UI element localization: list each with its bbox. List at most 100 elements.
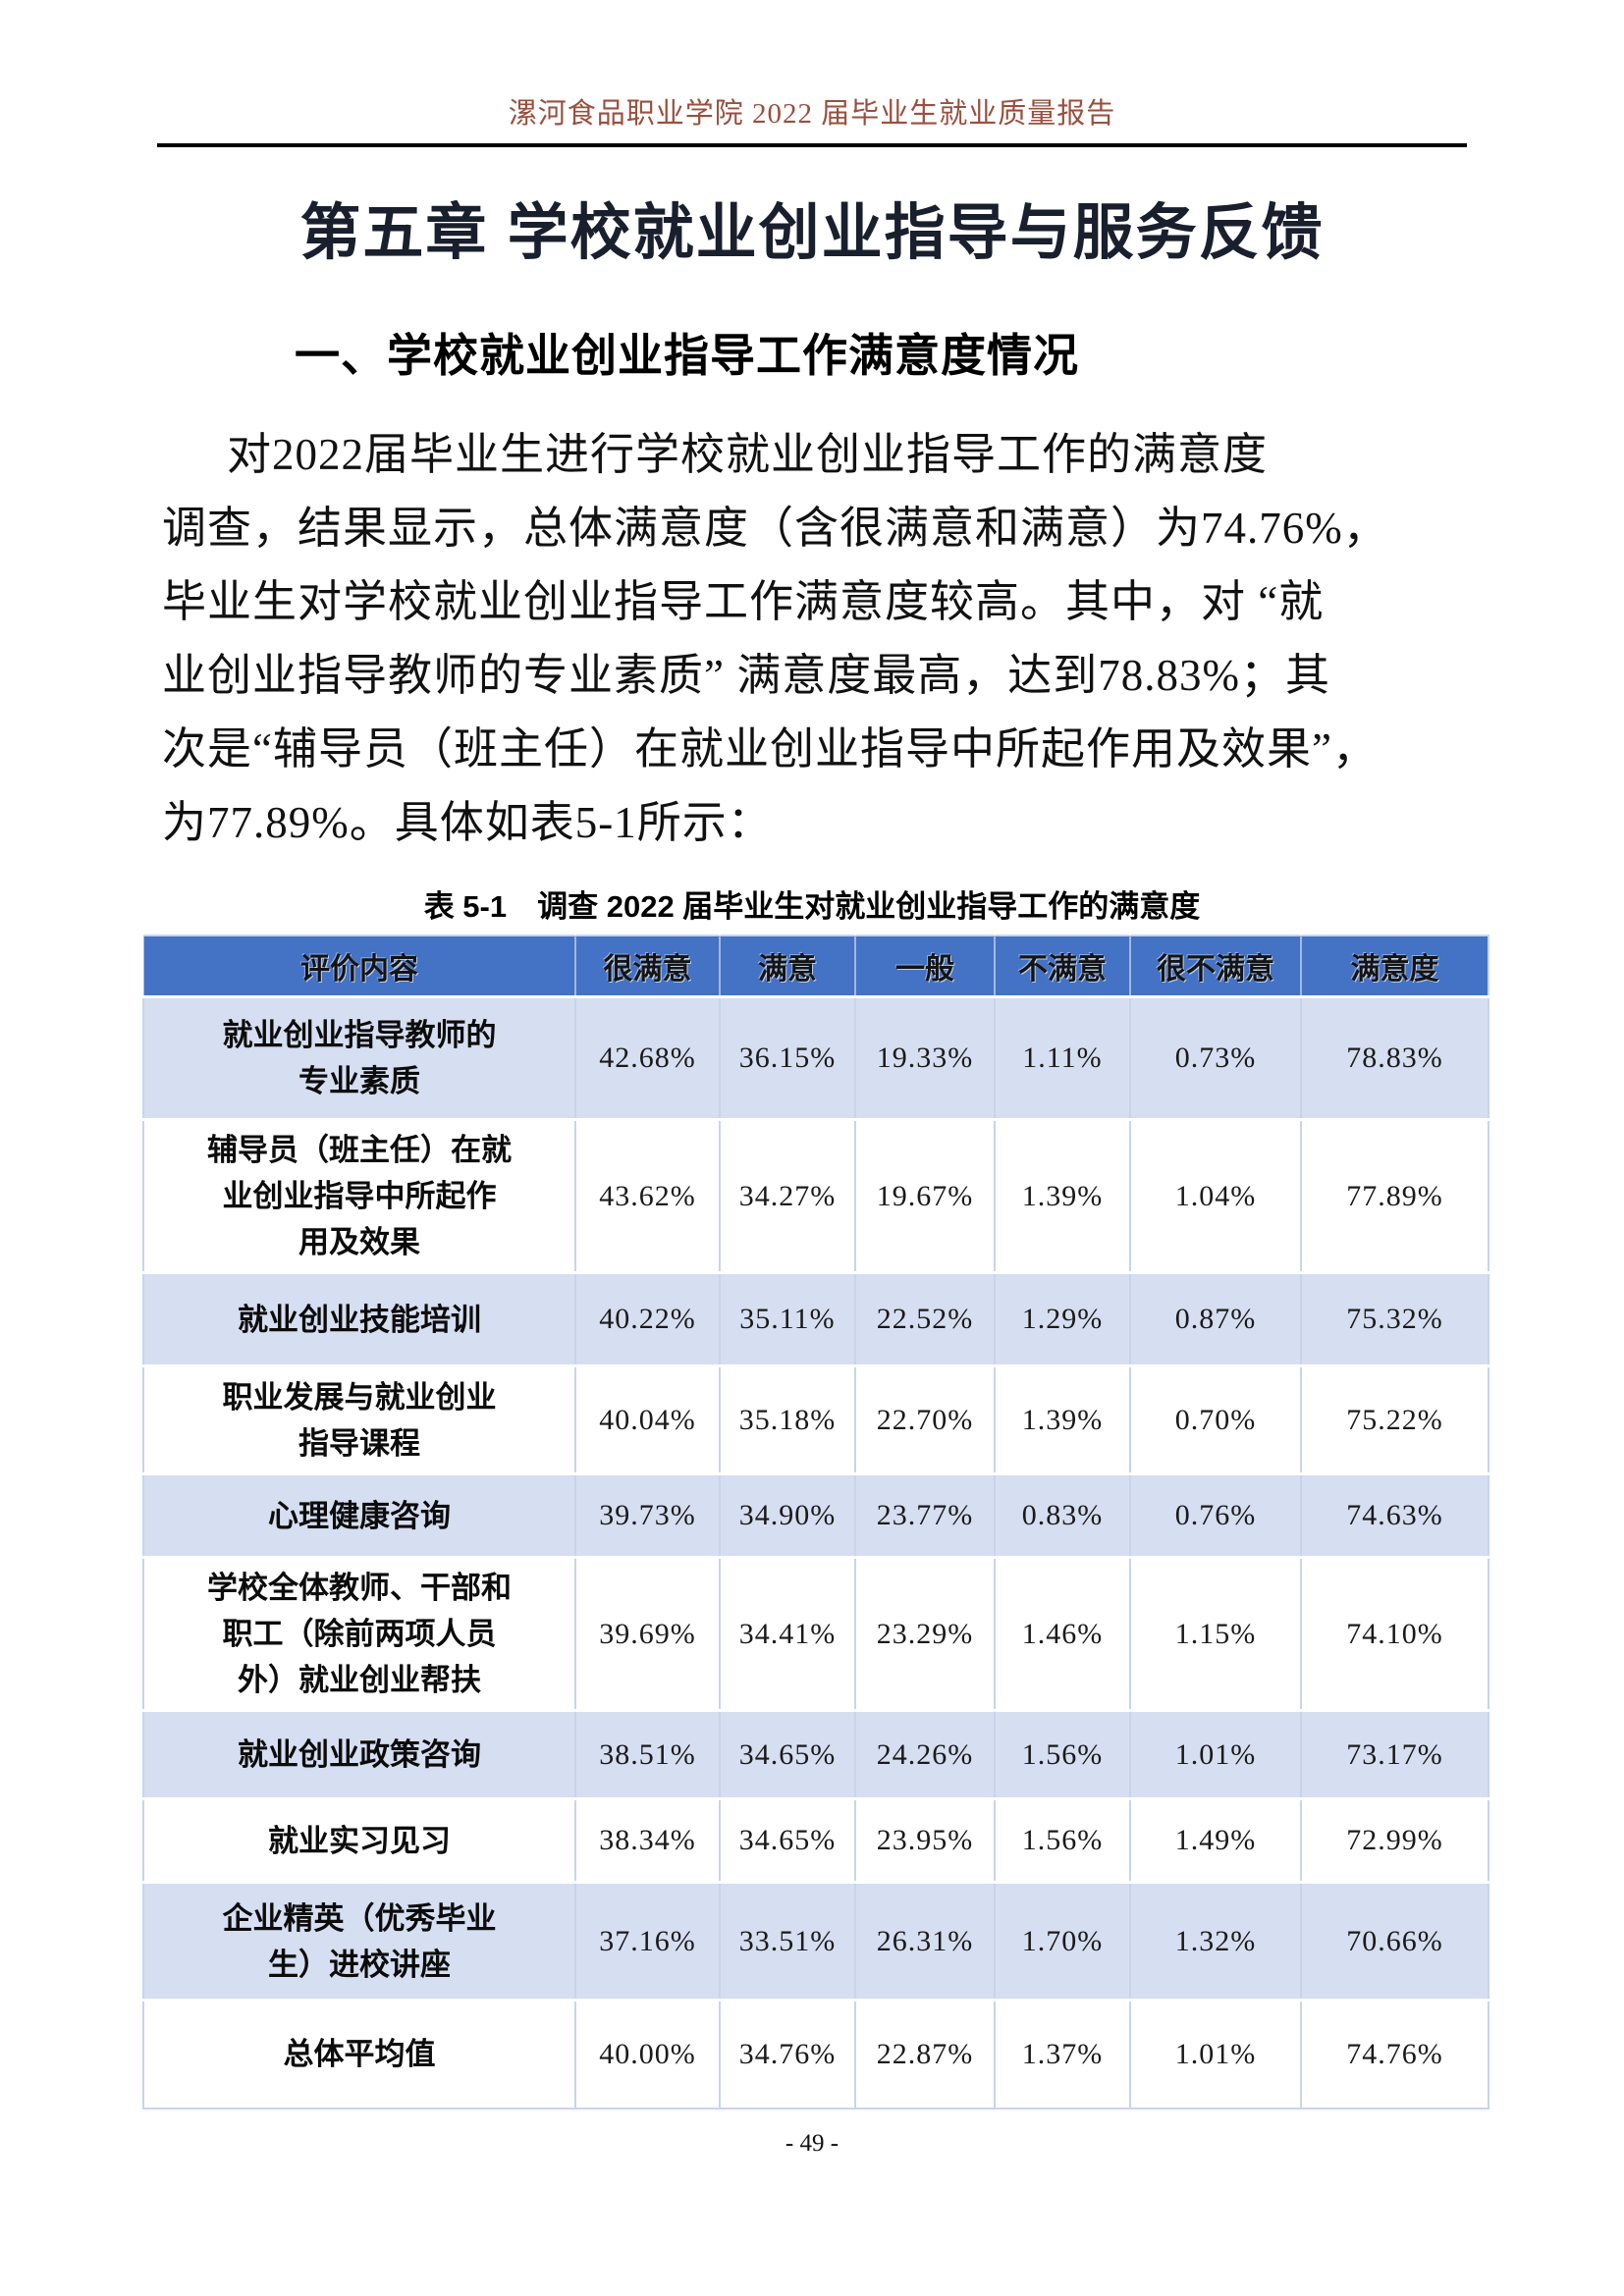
- table-row: 企业精英（优秀毕业 生）进校讲座 37.16% 33.51% 26.31% 1.…: [142, 1881, 1489, 2001]
- cell-value: 74.10%: [1300, 1556, 1489, 1711]
- column-header-satisfaction-rate: 满意度: [1300, 935, 1489, 998]
- column-header-content: 评价内容: [142, 935, 575, 998]
- cell-value: 0.83%: [994, 1472, 1130, 1558]
- cell-value: 22.52%: [854, 1271, 995, 1366]
- table-row: 就业创业政策咨询 38.51% 34.65% 24.26% 1.56% 1.01…: [142, 1709, 1489, 1799]
- table-row: 学校全体教师、干部和 职工（除前两项人员 外）就业创业帮扶 39.69% 34.…: [142, 1556, 1489, 1711]
- cell-value: 19.67%: [854, 1118, 995, 1273]
- table-row: 辅导员（班主任）在就 业创业指导中所起作 用及效果 43.62% 34.27% …: [142, 1118, 1489, 1273]
- body-paragraph: 对2022届毕业生进行学校就业创业指导工作的满意度 调查，结果显示，总体满意度（…: [162, 418, 1473, 860]
- cell-value: 1.15%: [1129, 1556, 1301, 1711]
- paragraph-line: 次是“辅导员（班主任）在就业创业指导中所起作用及效果”，: [162, 724, 1378, 774]
- cell-value: 1.29%: [994, 1271, 1130, 1366]
- cell-value: 34.27%: [719, 1118, 855, 1273]
- row-label: 学校全体教师、干部和 职工（除前两项人员 外）就业创业帮扶: [142, 1556, 575, 1711]
- cell-value: 1.37%: [994, 1999, 1130, 2109]
- row-label: 企业精英（优秀毕业 生）进校讲座: [142, 1881, 575, 2001]
- cell-value: 26.31%: [854, 1881, 995, 2001]
- cell-value: 35.18%: [719, 1364, 855, 1474]
- cell-value: 1.04%: [1129, 1118, 1301, 1273]
- cell-value: 34.76%: [719, 1999, 855, 2109]
- cell-value: 72.99%: [1300, 1797, 1489, 1883]
- cell-value: 34.65%: [719, 1797, 855, 1883]
- row-label: 就业创业技能培训: [142, 1271, 575, 1366]
- cell-value: 37.16%: [574, 1881, 720, 2001]
- cell-value: 1.32%: [1129, 1881, 1301, 2001]
- cell-value: 1.46%: [994, 1556, 1130, 1711]
- table-row: 总体平均值 40.00% 34.76% 22.87% 1.37% 1.01% 7…: [142, 1999, 1489, 2109]
- cell-value: 34.65%: [719, 1709, 855, 1799]
- cell-value: 43.62%: [574, 1118, 720, 1273]
- cell-value: 70.66%: [1300, 1881, 1489, 2001]
- cell-value: 0.70%: [1129, 1364, 1301, 1474]
- paragraph-line: 对2022届毕业生进行学校就业创业指导工作的满意度: [227, 430, 1269, 479]
- paragraph-line: 业创业指导教师的专业素质” 满意度最高，达到78.83%；其: [162, 651, 1330, 700]
- cell-value: 1.39%: [994, 1364, 1130, 1474]
- cell-value: 40.00%: [574, 1999, 720, 2109]
- row-label: 就业创业政策咨询: [142, 1709, 575, 1799]
- cell-value: 42.68%: [574, 995, 720, 1120]
- cell-value: 40.04%: [574, 1364, 720, 1474]
- table-row: 就业实习见习 38.34% 34.65% 23.95% 1.56% 1.49% …: [142, 1797, 1489, 1883]
- cell-value: 34.90%: [719, 1472, 855, 1558]
- cell-value: 38.51%: [574, 1709, 720, 1799]
- cell-value: 73.17%: [1300, 1709, 1489, 1799]
- chapter-title: 第五章 学校就业创业指导与服务反馈: [299, 199, 1325, 267]
- satisfaction-table: 评价内容 很满意 满意 一般 不满意 很不满意 满意度 就业创业指导教师的 专业…: [142, 934, 1489, 2109]
- cell-value: 74.63%: [1300, 1472, 1489, 1558]
- cell-value: 23.29%: [854, 1556, 995, 1711]
- table-row: 就业创业技能培训 40.22% 35.11% 22.52% 1.29% 0.87…: [142, 1271, 1489, 1366]
- cell-value: 0.73%: [1129, 995, 1301, 1120]
- row-label: 心理健康咨询: [142, 1472, 575, 1558]
- cell-value: 38.34%: [574, 1797, 720, 1883]
- table-caption: 表 5-1 调查 2022 届毕业生对就业创业指导工作的满意度: [423, 889, 1201, 924]
- column-header-satisfied: 满意: [719, 935, 855, 998]
- row-label: 辅导员（班主任）在就 业创业指导中所起作 用及效果: [142, 1118, 575, 1273]
- cell-value: 24.26%: [854, 1709, 995, 1799]
- cell-value: 75.32%: [1300, 1271, 1489, 1366]
- cell-value: 19.33%: [854, 995, 995, 1120]
- cell-value: 39.69%: [574, 1556, 720, 1711]
- cell-value: 39.73%: [574, 1472, 720, 1558]
- cell-value: 1.01%: [1129, 1709, 1301, 1799]
- column-header-dissatisfied: 不满意: [994, 935, 1130, 998]
- row-label: 就业实习见习: [142, 1797, 575, 1883]
- cell-value: 0.76%: [1129, 1472, 1301, 1558]
- column-header-neutral: 一般: [854, 935, 995, 998]
- cell-value: 33.51%: [719, 1881, 855, 2001]
- cell-value: 74.76%: [1300, 1999, 1489, 2109]
- cell-value: 34.41%: [719, 1556, 855, 1711]
- cell-value: 35.11%: [719, 1271, 855, 1366]
- cell-value: 1.70%: [994, 1881, 1130, 2001]
- table-row: 就业创业指导教师的 专业素质 42.68% 36.15% 19.33% 1.11…: [142, 995, 1489, 1120]
- row-label: 总体平均值: [142, 1999, 575, 2109]
- cell-value: 1.11%: [994, 995, 1130, 1120]
- cell-value: 77.89%: [1300, 1118, 1489, 1273]
- column-header-very-satisfied: 很满意: [574, 935, 720, 998]
- table-row: 心理健康咨询 39.73% 34.90% 23.77% 0.83% 0.76% …: [142, 1472, 1489, 1558]
- header-divider: [157, 143, 1467, 147]
- paragraph-line: 毕业生对学校就业创业指导工作满意度较高。其中，对 “就: [162, 577, 1325, 626]
- cell-value: 1.39%: [994, 1118, 1130, 1273]
- cell-value: 40.22%: [574, 1271, 720, 1366]
- table-row: 职业发展与就业创业 指导课程 40.04% 35.18% 22.70% 1.39…: [142, 1364, 1489, 1474]
- column-header-very-dissatisfied: 很不满意: [1129, 935, 1301, 998]
- paragraph-line: 为77.89%。具体如表5-1所示：: [162, 798, 773, 847]
- paragraph-line: 调查，结果显示，总体满意度（含很满意和满意）为74.76%，: [162, 504, 1388, 553]
- cell-value: 1.49%: [1129, 1797, 1301, 1883]
- cell-value: 75.22%: [1300, 1364, 1489, 1474]
- cell-value: 22.87%: [854, 1999, 995, 2109]
- cell-value: 78.83%: [1300, 995, 1489, 1120]
- section-heading: 一、学校就业创业指导工作满意度情况: [295, 330, 1079, 381]
- table-header-row: 评价内容 很满意 满意 一般 不满意 很不满意 满意度: [142, 935, 1489, 998]
- cell-value: 1.56%: [994, 1709, 1130, 1799]
- cell-value: 36.15%: [719, 995, 855, 1120]
- cell-value: 0.87%: [1129, 1271, 1301, 1366]
- row-label: 就业创业指导教师的 专业素质: [142, 995, 575, 1120]
- cell-value: 1.56%: [994, 1797, 1130, 1883]
- cell-value: 1.01%: [1129, 1999, 1301, 2109]
- cell-value: 23.77%: [854, 1472, 995, 1558]
- cell-value: 22.70%: [854, 1364, 995, 1474]
- row-label: 职业发展与就业创业 指导课程: [142, 1364, 575, 1474]
